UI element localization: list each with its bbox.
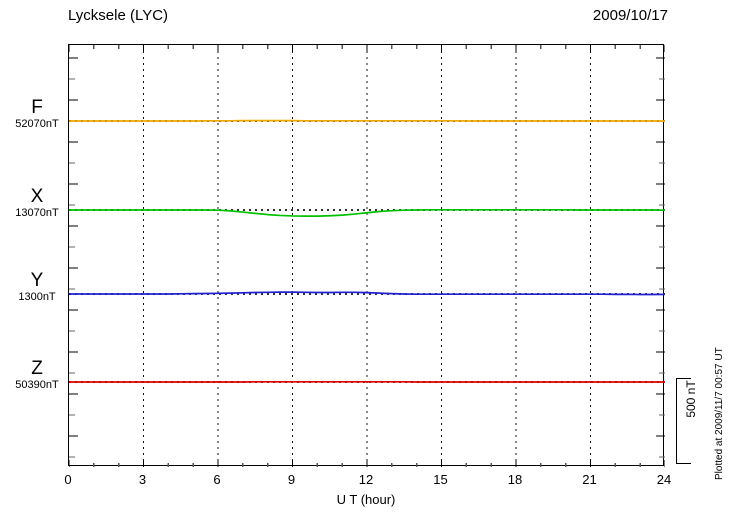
x-tick-21: 21 — [582, 472, 597, 487]
magnetogram-plot-area — [68, 44, 665, 467]
x-tick-12: 12 — [358, 472, 374, 487]
observation-date: 2009/10/17 — [592, 7, 668, 24]
x-tick-3: 3 — [138, 472, 147, 487]
x-tick-24: 24 — [656, 472, 672, 487]
scale-bar-label: 500 nT — [684, 380, 698, 418]
component-symbol-x: X — [30, 186, 44, 207]
magnetogram-canvas — [69, 45, 665, 467]
component-label-x: X 13070nT — [6, 187, 68, 220]
x-axis-title: U T (hour) — [336, 492, 396, 507]
plotted-at-label: Plotted at 2009/11/7 00:57 UT — [714, 347, 725, 480]
component-symbol-z: Z — [31, 358, 43, 379]
x-tick-6: 6 — [213, 472, 221, 487]
page-title: Lycksele (LYC) — [68, 7, 169, 24]
x-tick-15: 15 — [433, 472, 448, 487]
component-label-f: F 52070nT — [6, 98, 68, 131]
x-tick-18: 18 — [507, 472, 523, 487]
component-label-z: Z 50390nT — [6, 359, 68, 392]
scale-bar-cap-bottom — [676, 462, 691, 464]
scale-bar-cap-top — [676, 378, 691, 380]
component-symbol-y: Y — [30, 270, 44, 291]
component-value-z: 50390nT — [15, 379, 59, 391]
component-value-f: 52070nT — [15, 118, 59, 130]
component-value-y: 1300nT — [18, 291, 56, 303]
scale-bar-line — [676, 378, 678, 464]
component-label-y: Y 1300nT — [6, 271, 68, 304]
x-tick-9: 9 — [287, 472, 296, 487]
component-symbol-f: F — [31, 97, 43, 118]
component-value-x: 13070nT — [15, 207, 59, 219]
scale-bar — [676, 378, 692, 464]
x-tick-0: 0 — [64, 472, 72, 487]
